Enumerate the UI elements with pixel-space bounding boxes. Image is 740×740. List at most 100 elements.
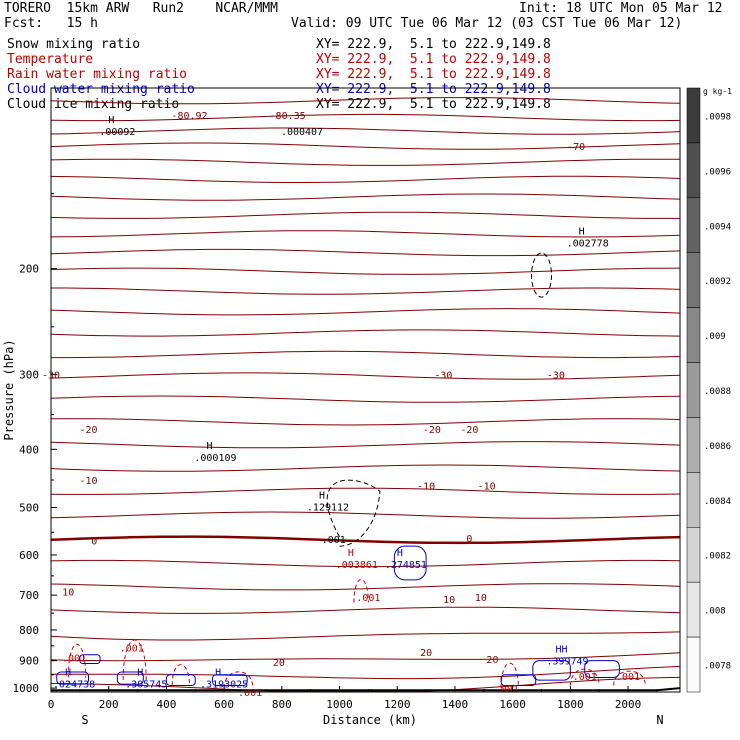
isotherm-label: 20 bbox=[486, 655, 498, 666]
y-tick-label: 800 bbox=[19, 624, 39, 637]
colorbar-cell bbox=[686, 527, 701, 583]
isotherm-line bbox=[50, 248, 681, 257]
max-value-label: .001 bbox=[356, 593, 380, 604]
max-marker: H bbox=[579, 227, 585, 238]
field-label-snow: Snow mixing ratio bbox=[7, 37, 141, 52]
isotherm-line bbox=[50, 211, 680, 219]
isotherm-line bbox=[50, 142, 681, 150]
colorbar-cell bbox=[686, 417, 701, 473]
max-value-label: .305745 bbox=[125, 679, 167, 690]
x-tick-label: 1600 bbox=[499, 698, 526, 711]
isotherm-line bbox=[51, 287, 681, 295]
isotherm-line bbox=[50, 113, 681, 122]
model-title: TORERO 15km ARW Run2 NCAR/MMM bbox=[4, 1, 278, 16]
max-marker: H bbox=[108, 115, 114, 126]
colorbar-tick-label: .0082 bbox=[704, 552, 731, 562]
rain-contour bbox=[613, 670, 646, 686]
max-marker: H bbox=[65, 667, 71, 678]
isotherm-label: 0 bbox=[466, 534, 472, 545]
isotherm-line bbox=[50, 418, 681, 426]
forecast-hour: Fcst: 15 h bbox=[4, 16, 98, 31]
max-value-label: .3193025 bbox=[200, 679, 248, 690]
cloud-water-contour bbox=[500, 674, 537, 687]
y-tick-label: 900 bbox=[19, 655, 39, 668]
isotherm-label: -20 bbox=[79, 425, 97, 436]
isotherm-label: -10 bbox=[417, 482, 435, 493]
max-value-label: .000407 bbox=[281, 127, 323, 138]
x-tick-label: 1800 bbox=[557, 698, 584, 711]
max-value-label: .001 bbox=[616, 672, 640, 683]
max-marker: H bbox=[206, 441, 212, 452]
max-value-label: .003861 bbox=[336, 560, 378, 571]
cloud-water-contour bbox=[56, 671, 90, 685]
cloud-water-contour bbox=[532, 660, 571, 681]
field-label-temperature: Temperature bbox=[7, 52, 94, 67]
max-marker: H bbox=[137, 667, 143, 678]
colorbar-tick-label: .0098 bbox=[704, 112, 731, 122]
colorbar-cell bbox=[686, 472, 701, 528]
rain-contour bbox=[67, 644, 87, 678]
colorbar-cell bbox=[686, 581, 701, 638]
cloud-water-contour bbox=[584, 660, 620, 678]
isotherm-extreme-label: -80.92 bbox=[171, 111, 207, 122]
colorbar-tick-label: .0088 bbox=[704, 387, 731, 397]
x-tick-label: 1000 bbox=[326, 698, 353, 711]
cloud-water-contour bbox=[212, 674, 248, 687]
isotherm-line bbox=[50, 676, 681, 692]
isotherm-label: -70 bbox=[567, 142, 585, 153]
snow-contour bbox=[531, 252, 553, 298]
field-label-cloud-water: Cloud water mixing ratio bbox=[7, 82, 195, 97]
x-axis-label: Distance (km) bbox=[323, 713, 417, 727]
isotherm-line bbox=[50, 441, 681, 449]
rain-contour bbox=[353, 579, 369, 603]
isotherm-label: -10 bbox=[478, 482, 496, 493]
colorbar-tick-label: .0084 bbox=[704, 497, 731, 507]
isotherm-line bbox=[50, 230, 681, 238]
isotherm-line bbox=[50, 559, 681, 568]
x-tick-label: 0 bbox=[48, 698, 55, 711]
isotherm-label: 10 bbox=[475, 593, 487, 604]
south-label: S bbox=[81, 713, 88, 727]
contour-layer bbox=[50, 97, 681, 692]
init-time: Init: 18 UTC Mon 05 Mar 12 bbox=[519, 1, 723, 16]
colorbar-tick-label: .0086 bbox=[704, 442, 731, 452]
isotherm-label: -30 bbox=[547, 370, 565, 381]
x-tick-label: 600 bbox=[214, 698, 234, 711]
x-tick-label: 200 bbox=[99, 698, 119, 711]
max-value-label: .001 bbox=[62, 654, 86, 665]
isotherm-line bbox=[50, 583, 681, 591]
max-value-label: .00092 bbox=[99, 127, 135, 138]
isotherm-line bbox=[50, 127, 681, 135]
max-value-label: .000109 bbox=[194, 453, 236, 464]
rain-contour bbox=[223, 671, 254, 689]
y-tick-label: 200 bbox=[19, 263, 39, 276]
isotherm-line bbox=[50, 308, 681, 316]
snow-contour bbox=[326, 479, 381, 547]
isotherm-line bbox=[50, 652, 681, 662]
isotherm-line bbox=[50, 487, 681, 495]
isotherm-line bbox=[50, 535, 681, 545]
max-value-label: .399749 bbox=[546, 657, 588, 668]
xy-range-rain: XY= 222.9, 5.1 to 222.9,149.8 bbox=[316, 67, 551, 82]
isotherm-line bbox=[50, 329, 681, 337]
cloud-water-contour bbox=[393, 545, 427, 581]
y-tick-label: 300 bbox=[19, 368, 39, 381]
y-tick-label: 500 bbox=[19, 501, 39, 514]
colorbar-cell bbox=[686, 142, 701, 199]
max-marker: HH bbox=[555, 645, 567, 656]
colorbar-tick-label: .0092 bbox=[704, 277, 731, 287]
isotherm-line bbox=[50, 464, 681, 472]
field-label-cloud-ice: Cloud ice mixing ratio bbox=[7, 97, 180, 112]
isotherm-label: -30 bbox=[434, 370, 452, 381]
colorbar-tick-label: .009 bbox=[704, 332, 726, 342]
isotherm-line bbox=[50, 372, 681, 380]
x-tick-label: 1400 bbox=[442, 698, 469, 711]
isotherm-line bbox=[50, 175, 681, 183]
isotherm-line bbox=[50, 193, 681, 201]
x-tick-label: 800 bbox=[272, 698, 292, 711]
colorbar-tick-label: .0096 bbox=[704, 167, 731, 177]
isotherm-label: -20 bbox=[423, 425, 441, 436]
colorbar: .0098 .0096 .0094 .0092 .009 .0088 .0086 .0084.… bbox=[686, 87, 732, 693]
